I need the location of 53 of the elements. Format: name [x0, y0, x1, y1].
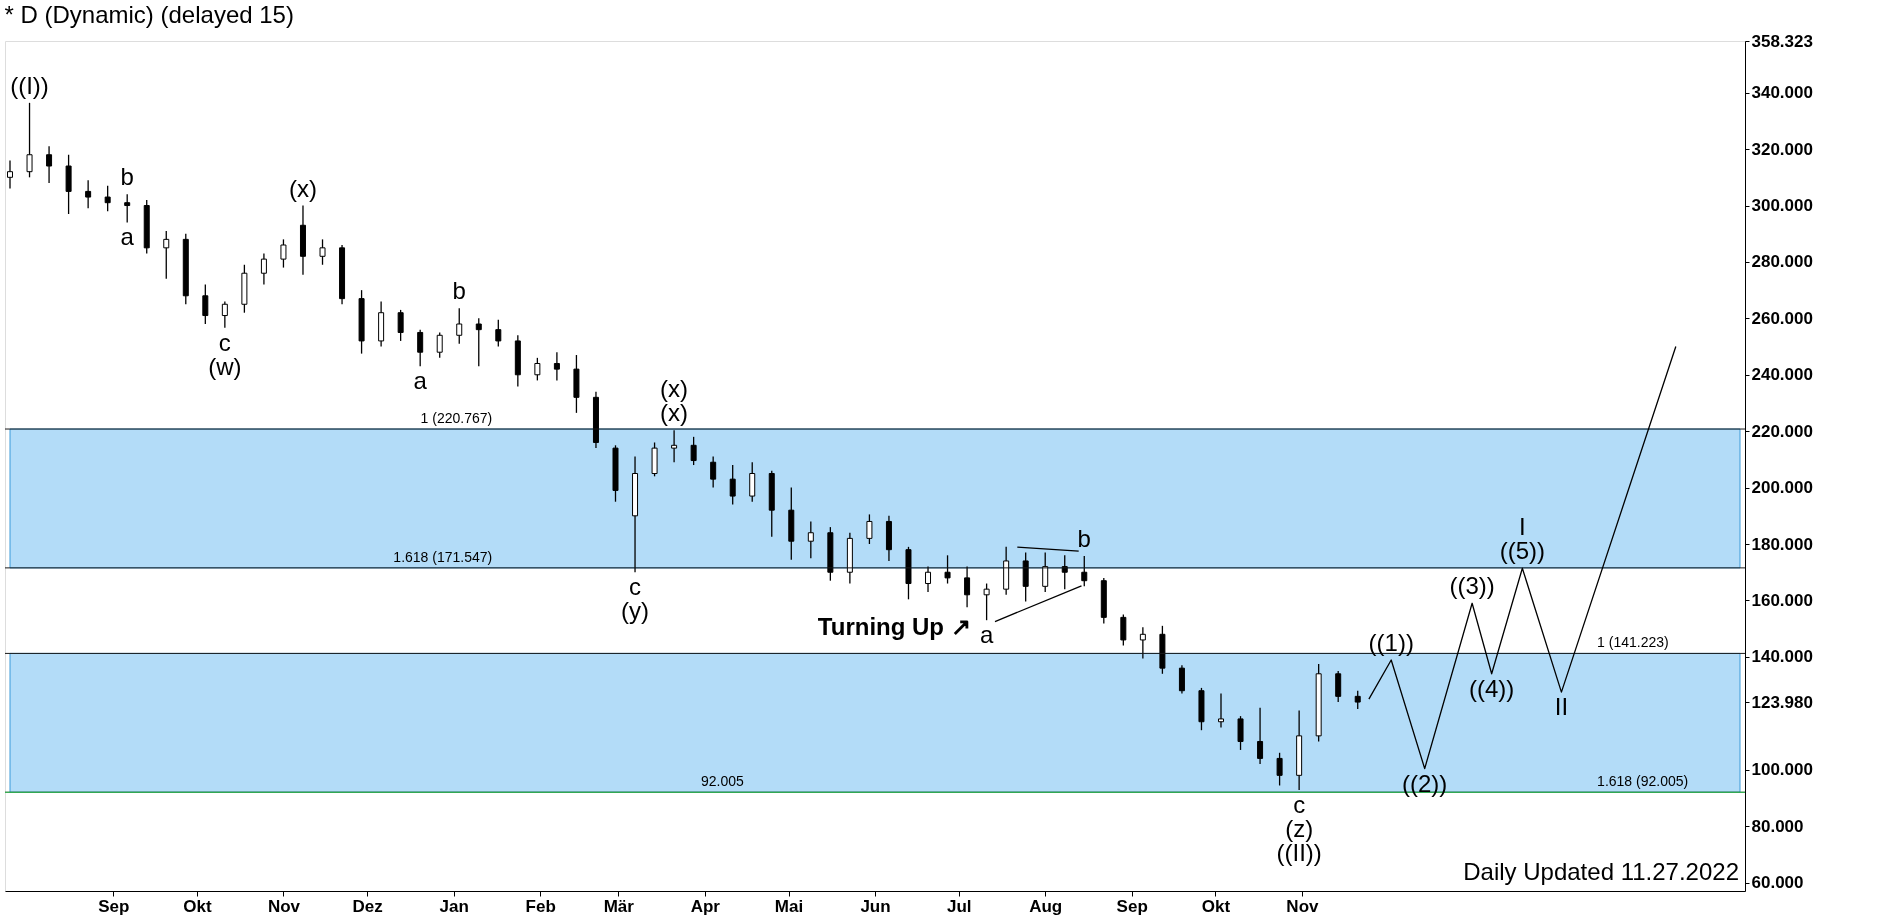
y-tick-label: 180.000 [1751, 534, 1813, 554]
annotation: b [1077, 524, 1091, 552]
x-tick-label: Dez [352, 896, 383, 916]
annotation: b [452, 277, 466, 305]
x-tick-label: Aug [1029, 896, 1063, 916]
ref-line-label: 1.618 (92.005) [1597, 773, 1689, 790]
y-tick-label: 240.000 [1751, 365, 1813, 385]
annotation: ((4)) [1469, 674, 1515, 702]
x-tick-label: Sep [98, 896, 130, 916]
annotation: a [413, 367, 428, 395]
y-tick-label: 358.323 [1751, 31, 1813, 51]
annotation: ((1)) [1368, 628, 1414, 656]
x-tick-label: Jan [439, 896, 469, 916]
y-tick-label: 280.000 [1751, 252, 1813, 272]
y-tick-label: 160.000 [1751, 590, 1813, 610]
x-tick-label: Apr [690, 896, 721, 916]
x-tick-label: Mär [603, 896, 635, 916]
y-tick-label: 200.000 [1751, 478, 1813, 498]
y-tick-label: 260.000 [1751, 308, 1813, 328]
y-tick-label: 100.000 [1751, 760, 1813, 780]
annotation: II [1554, 693, 1569, 721]
ref-line-label: 92.005 [701, 773, 745, 790]
y-tick-label: 60.000 [1751, 873, 1804, 893]
x-tick-label: Nov [267, 896, 301, 916]
ref-line-label: 1 (141.223) [1597, 634, 1669, 651]
x-tick-label: Mai [774, 896, 804, 916]
chart-title: * D (Dynamic) (delayed 15) [4, 1, 294, 28]
y-tick-label: 123.980 [1751, 692, 1813, 712]
annotation: a [979, 621, 994, 649]
ref-line-label: 1.618 (171.547) [393, 548, 493, 565]
x-tick-label: Okt [1201, 896, 1231, 916]
annotation: b [120, 163, 134, 191]
annotation: ((2)) [1402, 769, 1448, 797]
y-tick-label: 340.000 [1751, 83, 1813, 103]
annotation: ((I)) [10, 71, 49, 99]
x-tick-label: Feb [525, 896, 556, 916]
y-tick-label: 80.000 [1751, 816, 1804, 836]
y-tick-label: 220.000 [1751, 421, 1813, 441]
y-tick-label: 140.000 [1751, 647, 1813, 667]
annotation: (x) [288, 174, 317, 202]
y-tick-label: 300.000 [1751, 196, 1813, 216]
annotation: ((3)) [1449, 572, 1495, 600]
ref-line-label: 1 (220.767) [420, 410, 493, 427]
annotation: Turning Up ↗ [817, 612, 971, 640]
annotation: c [1293, 791, 1306, 819]
annotation: Daily Updated 11.27.2022 [1463, 858, 1739, 885]
x-tick-label: Nov [1286, 896, 1320, 916]
y-tick-label: 320.000 [1751, 139, 1813, 159]
x-tick-label: Jul [946, 896, 972, 916]
x-tick-label: Sep [1116, 896, 1148, 916]
x-tick-label: Okt [183, 896, 212, 916]
x-tick-label: Jun [860, 896, 891, 916]
annotation: a [120, 223, 135, 251]
